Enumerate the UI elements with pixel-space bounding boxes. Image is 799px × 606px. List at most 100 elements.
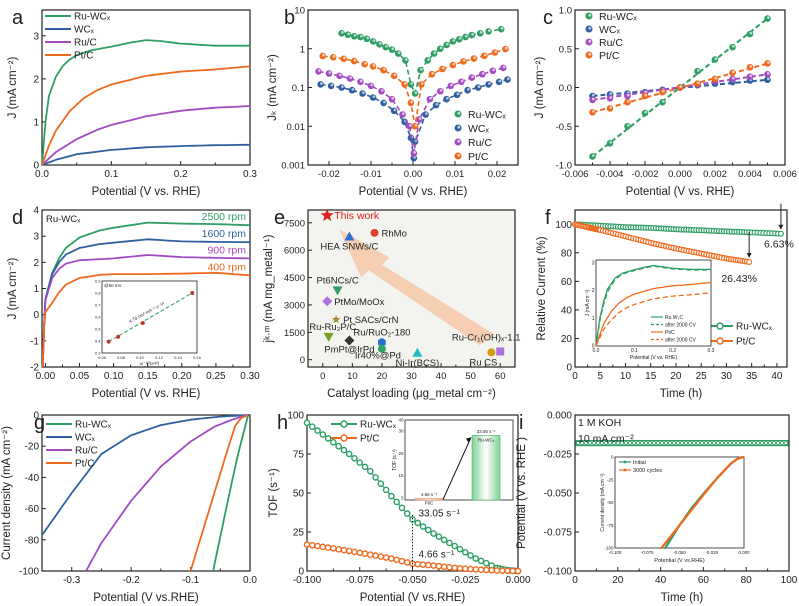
inset-x-tick-label: 0.0 bbox=[593, 348, 600, 354]
y-tick-label: 1.0 bbox=[559, 6, 572, 17]
data-point-highlight bbox=[378, 42, 382, 45]
data-point-highlight bbox=[353, 33, 357, 37]
data-point-highlight bbox=[504, 46, 508, 50]
data-point bbox=[456, 564, 464, 572]
data-point bbox=[314, 542, 321, 550]
data-point-highlight bbox=[481, 71, 485, 75]
data-point bbox=[696, 441, 701, 446]
data-point bbox=[608, 441, 613, 446]
data-point bbox=[672, 441, 677, 446]
data-point-highlight bbox=[609, 92, 613, 95]
inset-y-label: J (mA cm⁻²) bbox=[585, 289, 591, 316]
plot-frame bbox=[574, 209, 788, 368]
data-point-highlight bbox=[661, 89, 665, 93]
inset-x-tick-label: 0.06 bbox=[98, 355, 107, 360]
y-axis-label: Relative Current (%) bbox=[536, 236, 548, 340]
data-point bbox=[382, 554, 390, 561]
y-tick-label: 3 bbox=[33, 232, 39, 243]
x-tick-label: 100 bbox=[781, 575, 798, 586]
data-point-highlight bbox=[391, 96, 395, 100]
data-point bbox=[351, 454, 358, 462]
curve-label: 2500 rpm bbox=[202, 211, 247, 223]
data-point-1: RhMo bbox=[370, 228, 407, 239]
data-point-10: Ni-Ir(BCS) bbox=[396, 347, 439, 369]
inset: 0.0 0.1 0.2 0.3 0 1 2 3 Potential (V vs. RHE) J (… bbox=[585, 259, 715, 361]
y-tick-label: 0 bbox=[300, 355, 305, 366]
panel-label: a bbox=[12, 7, 24, 29]
data-point bbox=[340, 446, 348, 454]
data-point-highlight bbox=[439, 46, 443, 50]
data-point-highlight bbox=[341, 85, 344, 88]
triangle-down-marker bbox=[332, 286, 343, 296]
data-point-highlight bbox=[473, 56, 477, 59]
inset-y-tick-label: -50 bbox=[607, 500, 614, 505]
data-point-3: Pt6NCs/C bbox=[316, 275, 359, 296]
x-tick-label: 0.05 bbox=[70, 371, 90, 382]
data-point bbox=[656, 441, 661, 446]
condition-label: 10 mA cm⁻² bbox=[578, 433, 634, 445]
legend-label: Ru-WCₓ bbox=[599, 11, 637, 23]
inset-data-point bbox=[714, 479, 717, 482]
inset-x-tick-label: 0.16 bbox=[193, 355, 202, 360]
data-point-highlight bbox=[502, 65, 506, 69]
data-point-highlight bbox=[696, 68, 700, 72]
series-line-1 bbox=[41, 143, 250, 166]
data-point-highlight bbox=[766, 77, 770, 81]
y-axis-label: Potential (V vs. RHE ) bbox=[516, 437, 528, 549]
legend-label: Ru-WCₓ bbox=[74, 12, 111, 23]
panel-c: -0.006 -0.004 -0.002 0.000 0.002 0.004 0.006 -1… bbox=[534, 6, 797, 199]
data-point bbox=[303, 541, 311, 548]
data-point bbox=[430, 562, 437, 569]
inset-x-tick-label: 0.10 bbox=[136, 355, 145, 360]
x-tick-label: 0.1 bbox=[104, 169, 118, 180]
inset-x-tick-label: 0.2 bbox=[669, 348, 676, 354]
x-tick-label: 0.25 bbox=[206, 371, 226, 382]
point-label: Ru/RuO₂-180 bbox=[353, 327, 410, 338]
inset-data-point bbox=[717, 475, 720, 479]
data-point bbox=[414, 560, 422, 568]
x-tick-label: 40 bbox=[771, 371, 783, 382]
x-tick-label: 0.2 bbox=[174, 169, 188, 180]
data-point-highlight bbox=[460, 79, 464, 83]
annotation-label: 4.66 s⁻¹ bbox=[419, 550, 456, 561]
data-point bbox=[324, 544, 332, 551]
legend-label: Pt/C bbox=[468, 151, 489, 163]
y-tick-label: 20 bbox=[561, 334, 573, 345]
legend-label: WCₓ bbox=[599, 24, 620, 36]
inset-x-tick-label: 0.000 bbox=[738, 550, 750, 555]
data-point-highlight bbox=[456, 92, 460, 96]
data-point-highlight bbox=[479, 31, 483, 34]
data-point bbox=[612, 441, 617, 446]
inset-x-label: Potential (V vs. RHE) bbox=[630, 355, 678, 361]
inset-data-point bbox=[699, 497, 702, 501]
data-point-highlight bbox=[661, 99, 665, 103]
data-point bbox=[393, 498, 400, 506]
inset-data-point bbox=[106, 339, 111, 344]
y-tick-label: 0 bbox=[33, 310, 39, 321]
inset-data-point bbox=[709, 485, 712, 488]
series-line-0 bbox=[41, 39, 250, 166]
data-point bbox=[740, 441, 745, 446]
y-tick-label: 40 bbox=[561, 305, 573, 316]
data-point bbox=[514, 567, 522, 575]
data-point-highlight bbox=[397, 51, 401, 55]
inset-y-tick-label: 2 bbox=[592, 288, 595, 294]
panel-e: 0 10 20 30 40 50 60 0 1500 3000 4500 6000 7500 Cataly… bbox=[263, 207, 521, 400]
inset-y-tick-label: -100 bbox=[604, 546, 614, 551]
x-tick-label: 0.00 bbox=[36, 371, 56, 382]
inset-data-point bbox=[686, 514, 689, 517]
series-line-3 bbox=[41, 271, 251, 368]
y-tick-label: 50 bbox=[293, 489, 305, 500]
y-tick-label: 1 bbox=[33, 117, 39, 128]
arrowhead-icon bbox=[466, 437, 471, 443]
inset-x-tick-label: -0.050 bbox=[673, 550, 686, 555]
point-label: HEA SNWs/C bbox=[320, 241, 378, 252]
x-axis-label: Potential (V vs. RHE) bbox=[626, 186, 735, 198]
fit-line-1 bbox=[592, 78, 768, 97]
data-point bbox=[720, 441, 725, 446]
data-point bbox=[660, 441, 665, 446]
data-point-highlight bbox=[731, 44, 735, 48]
annotation-label: 6.63% bbox=[764, 239, 794, 251]
data-point-highlight bbox=[696, 81, 700, 85]
data-point-highlight bbox=[410, 82, 414, 85]
